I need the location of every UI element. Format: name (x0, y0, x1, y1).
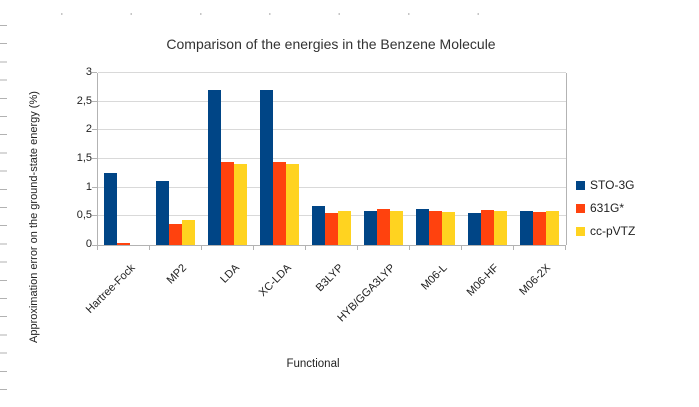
x-category-label: B3LYP (313, 262, 346, 295)
x-tick-mark (253, 245, 254, 250)
bar-STO-3G-LDA (207, 90, 221, 245)
y-tick-label: 3 (85, 66, 92, 78)
y-tick-label: 2 (85, 123, 92, 136)
y-tick-mark (92, 215, 97, 217)
x-category-label: M06-2X (517, 262, 554, 298)
legend-label: STO-3G (590, 178, 635, 192)
bar-631G*-M06-HF (480, 210, 494, 245)
bar-631G*-LDA (220, 161, 234, 245)
legend-item-631g: 631G* (576, 201, 635, 215)
y-tick-mark (92, 100, 97, 102)
y-tick-label: 1,5 (76, 152, 92, 164)
y-tick-mark (92, 186, 97, 188)
bar-cc-pVTZ-MP2 (181, 220, 195, 245)
x-category-label: M06-L (418, 262, 450, 293)
gridline (98, 100, 566, 102)
x-tick-mark (357, 245, 358, 250)
x-axis-title: Functional (286, 358, 340, 370)
bar-cc-pVTZ-XC-LDA (285, 163, 299, 245)
bar-STO-3G-M06-HF (467, 212, 481, 245)
x-tick-mark (201, 245, 202, 250)
legend-swatch-sto-3g (576, 180, 585, 190)
y-tick-label: 1 (85, 180, 92, 193)
x-category-label: LDA (217, 262, 242, 286)
y-tick-label: 0 (85, 238, 92, 250)
legend-item-cc-pvtz: cc-pVTZ (576, 224, 635, 238)
x-tick-mark (461, 245, 462, 250)
bar-cc-pVTZ-M06-HF (493, 210, 507, 245)
x-tick-mark (409, 245, 410, 250)
legend-swatch-cc-pvtz (576, 226, 585, 236)
gridline (98, 72, 566, 73)
y-tick-mark (92, 245, 97, 246)
bar-631G*-B3LYP (324, 213, 338, 245)
bar-631G*-HYB/GGA3LYP (376, 208, 390, 245)
bar-cc-pVTZ-M06-2X (545, 210, 559, 245)
y-tick-mark (92, 72, 97, 73)
y-axis-title: Approximation error on the ground-state … (28, 91, 40, 344)
legend-item-sto-3g: STO-3G (576, 178, 635, 192)
bar-631G*-M06-L (428, 211, 442, 245)
x-tick-mark (149, 245, 150, 250)
bar-STO-3G-M06-2X (519, 210, 533, 245)
left-ruler-ticks (0, 25, 7, 395)
bar-STO-3G-HYB/GGA3LYP (363, 210, 377, 245)
gridline (98, 245, 566, 246)
x-tick-mark (513, 245, 514, 250)
x-category-label: Hartree-Fock (83, 262, 138, 316)
y-tick-label: 2,5 (76, 94, 92, 107)
gridline (98, 158, 566, 159)
bar-STO-3G-MP2 (155, 180, 169, 245)
bar-STO-3G-M06-L (415, 208, 429, 245)
y-tick-mark (92, 129, 97, 131)
legend-label: cc-pVTZ (590, 224, 636, 238)
x-category-label: XC-LDA (256, 262, 294, 300)
bar-631G*-MP2 (168, 223, 182, 245)
x-tick-mark (97, 245, 98, 250)
legend-swatch-631g (576, 203, 585, 213)
bar-STO-3G-Hartree-Fock (103, 173, 117, 245)
bar-631G*-M06-2X (532, 212, 546, 245)
chart-title: Comparison of the energies in the Benzen… (166, 36, 496, 52)
y-tick-mark (92, 158, 97, 159)
bar-cc-pVTZ-LDA (233, 163, 247, 245)
bar-cc-pVTZ-B3LYP (337, 211, 351, 245)
bar-STO-3G-XC-LDA (259, 90, 273, 245)
x-category-label: MP2 (165, 262, 190, 287)
legend-label: 631G* (590, 201, 625, 215)
gridline (98, 186, 566, 188)
legend: STO-3G 631G* cc-pVTZ (576, 178, 635, 247)
bar-STO-3G-B3LYP (311, 206, 325, 245)
x-tick-mark (305, 245, 306, 250)
gridline (98, 129, 566, 131)
bar-631G*-XC-LDA (272, 161, 286, 245)
top-ruler-ticks (61, 13, 485, 15)
x-category-label: M06-HF (464, 262, 502, 299)
x-tick-mark (565, 245, 566, 250)
bar-631G*-Hartree-Fock (116, 242, 130, 245)
y-tick-label: 0,5 (76, 209, 92, 222)
bar-cc-pVTZ-HYB/GGA3LYP (389, 210, 403, 245)
bar-cc-pVTZ-M06-L (441, 211, 455, 245)
